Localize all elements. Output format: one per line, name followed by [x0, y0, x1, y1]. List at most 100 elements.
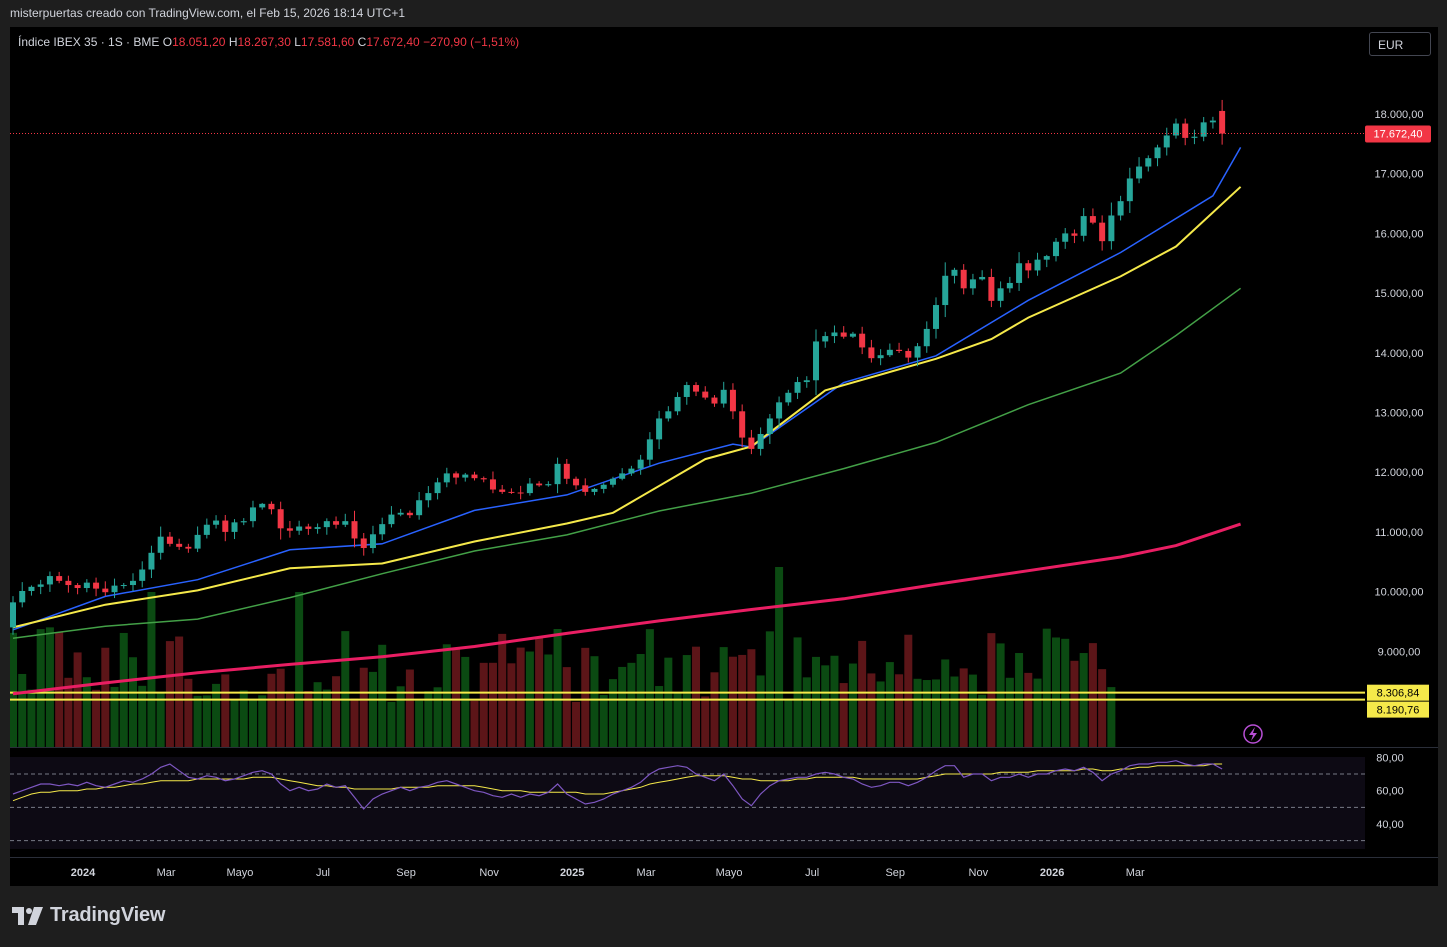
- candle-body: [194, 534, 201, 549]
- candle-body: [416, 500, 423, 516]
- horizontal-lines-layer: [10, 691, 1365, 701]
- candle-body: [757, 433, 764, 449]
- candle-body: [148, 552, 155, 570]
- volume-bar: [387, 701, 396, 747]
- volume-bar: [775, 567, 784, 747]
- candle-body: [877, 355, 884, 359]
- volume-bar: [313, 682, 322, 747]
- volume-bar: [212, 683, 221, 747]
- volume-bar: [396, 686, 405, 747]
- volume-bar: [655, 686, 664, 747]
- volume-bar: [599, 694, 608, 747]
- candle-body: [563, 463, 570, 479]
- candle-body: [305, 526, 312, 529]
- candle-body: [960, 269, 967, 289]
- candle-body: [231, 522, 238, 532]
- candle-body: [203, 524, 210, 535]
- candle-body: [499, 489, 506, 492]
- volume-bar: [904, 634, 913, 747]
- candle-body: [111, 585, 118, 593]
- hline-label-1: 8.190,76: [1377, 705, 1420, 717]
- currency-button[interactable]: EUR: [1369, 32, 1431, 56]
- volume-bar: [812, 656, 821, 747]
- volume-bar: [618, 666, 627, 747]
- candle-body: [480, 478, 487, 480]
- volume-bar: [101, 647, 110, 747]
- volume-bar: [710, 672, 719, 747]
- volume-bar: [738, 654, 747, 747]
- candle-body: [268, 503, 275, 510]
- candle-body: [831, 332, 838, 337]
- candle-body: [1191, 136, 1198, 138]
- high-value: 18.267,30: [237, 35, 291, 49]
- candle-body: [1016, 263, 1023, 283]
- chart-canvas[interactable]: 17.672,40 40,00 60,00 80,00 8.306,84 8.190,…: [10, 27, 1438, 886]
- time-tick-label: Sep: [885, 867, 905, 879]
- candle-body: [1163, 135, 1170, 148]
- candle-body: [240, 521, 247, 523]
- volume-bar: [516, 647, 525, 747]
- time-tick-label: Mar: [1126, 867, 1145, 879]
- ma-line-1: [12, 186, 1242, 629]
- tradingview-logo[interactable]: TradingView: [12, 904, 165, 927]
- candle-body: [1172, 123, 1179, 136]
- candle-body: [766, 418, 773, 434]
- price-tick-label: 15.000,00: [1375, 288, 1424, 300]
- price-tick-label: 16.000,00: [1375, 228, 1424, 240]
- last-price-box: [1365, 125, 1431, 143]
- candle-body: [886, 349, 893, 356]
- time-tick-label: Jul: [805, 867, 819, 879]
- candle-body: [776, 402, 783, 419]
- volume-bar: [295, 592, 304, 747]
- volume-bar: [1042, 628, 1051, 747]
- candle-body: [249, 507, 256, 522]
- volume-bar: [267, 673, 276, 747]
- volume-bar: [756, 675, 765, 747]
- volume-bar: [488, 662, 497, 747]
- symbol-name[interactable]: Índice IBEX 35 · 1S · BME: [18, 35, 160, 49]
- candles-layer: [10, 99, 1226, 635]
- volume-bar: [110, 686, 119, 747]
- volume-bar: [424, 691, 433, 747]
- volume-bar: [922, 680, 931, 747]
- low-label: L: [294, 35, 301, 49]
- candle-body: [342, 521, 349, 525]
- volume-bar: [719, 647, 728, 747]
- candle-body: [683, 385, 690, 397]
- candle-body: [729, 389, 736, 412]
- candle-body: [360, 538, 367, 549]
- volume-bar: [128, 657, 137, 747]
- candle-body: [1209, 120, 1216, 123]
- price-tick-label: 17.000,00: [1375, 169, 1424, 181]
- volume-bar: [193, 695, 202, 747]
- candle-body: [323, 521, 330, 528]
- candle-body: [923, 328, 930, 347]
- candle-body: [1145, 158, 1152, 167]
- volume-bar: [572, 701, 581, 747]
- candle-body: [609, 478, 616, 485]
- rsi-pane: 40,00 60,00 80,00: [10, 752, 1404, 849]
- chart-frame[interactable]: 17.672,40 40,00 60,00 80,00 8.306,84 8.190,…: [10, 27, 1438, 886]
- ma-line-0: [12, 147, 1242, 631]
- volume-bar: [248, 698, 257, 747]
- candle-body: [1025, 263, 1032, 271]
- volume-bar: [452, 647, 461, 747]
- rsi-ma-line: [12, 763, 1223, 802]
- candle-body: [1089, 216, 1096, 223]
- price-tick-label: 12.000,00: [1375, 467, 1424, 479]
- candle-body: [942, 275, 949, 306]
- volume-bar: [415, 700, 424, 747]
- candle-body: [314, 527, 321, 529]
- volume-bar: [895, 674, 904, 747]
- candle-body: [896, 349, 903, 352]
- candle-body: [1062, 233, 1069, 242]
- volume-bar: [913, 678, 922, 747]
- candle-body: [693, 385, 700, 392]
- volume-bar: [184, 678, 193, 747]
- candle-body: [28, 586, 35, 592]
- volume-bar: [285, 691, 294, 747]
- price-tick-label: 18.000,00: [1375, 109, 1424, 121]
- volume-bar: [276, 668, 285, 747]
- volume-bar: [1024, 672, 1033, 747]
- volume-bar: [978, 694, 987, 747]
